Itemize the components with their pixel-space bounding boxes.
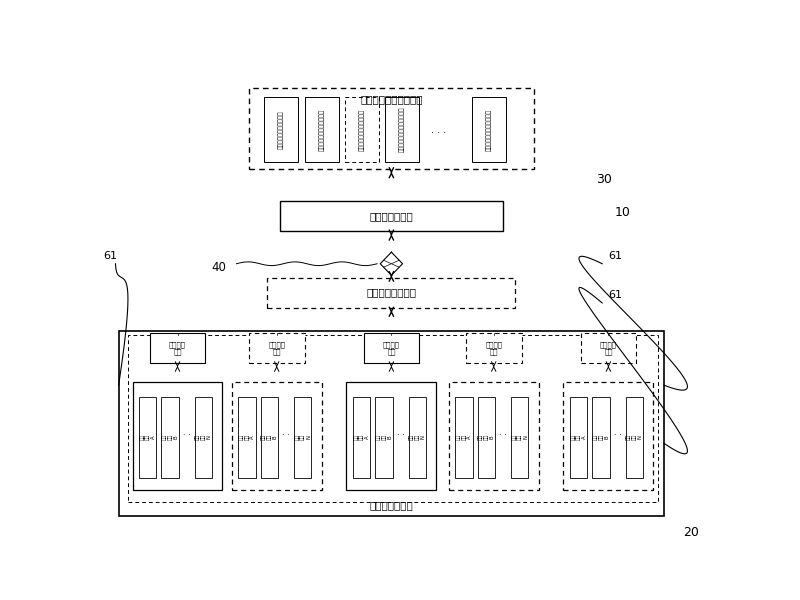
Bar bbox=[472, 97, 506, 162]
Text: 舱内
节点
B: 舱内 节点 B bbox=[261, 434, 278, 440]
Bar bbox=[195, 397, 212, 478]
Text: 40: 40 bbox=[211, 260, 226, 274]
Text: 机器房预警信息显示接口: 机器房预警信息显示接口 bbox=[278, 110, 284, 149]
Bar bbox=[345, 97, 379, 162]
Bar bbox=[346, 382, 436, 490]
Bar bbox=[294, 397, 311, 478]
Text: 舱内
节点
B: 舱内 节点 B bbox=[593, 434, 610, 440]
Text: 舱内
节点
A: 舱内 节点 A bbox=[354, 434, 370, 440]
Bar bbox=[478, 397, 495, 478]
Bar bbox=[386, 97, 419, 162]
Text: 舱内
节点
B: 舱内 节点 B bbox=[162, 434, 178, 440]
Bar bbox=[375, 397, 393, 478]
Text: 舱内
节点
N: 舱内 节点 N bbox=[626, 434, 642, 440]
Bar bbox=[455, 397, 473, 478]
Bar bbox=[133, 382, 222, 490]
Text: 节点通信
首头: 节点通信 首头 bbox=[268, 341, 285, 355]
Bar bbox=[353, 397, 370, 478]
Text: 舱内
节点
N: 舱内 节点 N bbox=[511, 434, 528, 440]
Text: 火警预警信息显示设备: 火警预警信息显示设备 bbox=[360, 94, 422, 104]
Text: 节点通信
首头: 节点通信 首头 bbox=[485, 341, 502, 355]
Text: 驾驶长室室预警信息显示接口: 驾驶长室室预警信息显示接口 bbox=[399, 107, 405, 152]
Bar bbox=[592, 397, 610, 478]
Bar bbox=[128, 335, 658, 502]
Text: 船舰上位机系统: 船舰上位机系统 bbox=[370, 211, 414, 221]
Bar bbox=[449, 382, 538, 490]
Bar bbox=[264, 97, 298, 162]
Text: 节点通信
首头: 节点通信 首头 bbox=[169, 341, 186, 355]
Text: 舱内
节点
N: 舱内 节点 N bbox=[409, 434, 426, 440]
Text: 舱内
节点
B: 舱内 节点 B bbox=[376, 434, 392, 440]
Text: 61: 61 bbox=[608, 290, 622, 301]
Text: 舱内
节点
N: 舱内 节点 N bbox=[294, 434, 311, 440]
Text: 驾驶房间预警信息显示接口: 驾驶房间预警信息显示接口 bbox=[359, 109, 365, 151]
Bar bbox=[162, 397, 178, 478]
Bar bbox=[363, 333, 419, 363]
Bar bbox=[626, 397, 643, 478]
Bar bbox=[267, 278, 515, 308]
Text: 住宿房间预警信息显示接口: 住宿房间预警信息显示接口 bbox=[486, 109, 492, 151]
Bar bbox=[581, 333, 636, 363]
Bar bbox=[466, 333, 522, 363]
Bar bbox=[305, 97, 338, 162]
Text: 节点通信
首头: 节点通信 首头 bbox=[600, 341, 617, 355]
Bar bbox=[570, 397, 587, 478]
Text: 61: 61 bbox=[103, 251, 117, 261]
Bar bbox=[150, 333, 206, 363]
Bar bbox=[249, 333, 305, 363]
Bar bbox=[280, 202, 503, 232]
Text: . . .: . . . bbox=[431, 125, 446, 135]
Text: 舱内
节点
A: 舱内 节点 A bbox=[238, 434, 255, 440]
Text: 现场监控子系统: 现场监控子系统 bbox=[370, 500, 414, 510]
Text: · ·: · · bbox=[614, 431, 622, 440]
Text: 数据初步过滤处理: 数据初步过滤处理 bbox=[366, 287, 417, 298]
Bar bbox=[511, 397, 529, 478]
Bar bbox=[139, 397, 157, 478]
Bar bbox=[261, 397, 278, 478]
Text: · ·: · · bbox=[183, 431, 190, 440]
Text: 大厂房间预警信息显示接口: 大厂房间预警信息显示接口 bbox=[319, 109, 325, 151]
Text: 节点通信
首头: 节点通信 首头 bbox=[383, 341, 400, 355]
Bar bbox=[238, 397, 256, 478]
Text: 舱内
节点
B: 舱内 节点 B bbox=[478, 434, 494, 440]
Text: · ·: · · bbox=[499, 431, 507, 440]
Text: 舱内
节点
A: 舱内 节点 A bbox=[456, 434, 472, 440]
Text: 10: 10 bbox=[614, 206, 630, 220]
Text: 30: 30 bbox=[596, 173, 612, 186]
Text: 20: 20 bbox=[683, 526, 698, 539]
Bar bbox=[563, 382, 654, 490]
Bar bbox=[232, 382, 322, 490]
Text: 61: 61 bbox=[608, 251, 622, 261]
Bar bbox=[409, 397, 426, 478]
Bar bbox=[249, 88, 534, 169]
Bar bbox=[118, 331, 664, 515]
Text: 舱内
节点
N: 舱内 节点 N bbox=[195, 434, 212, 440]
Text: · ·: · · bbox=[282, 431, 290, 440]
Text: 舱内
节点
A: 舱内 节点 A bbox=[570, 434, 587, 440]
Text: · ·: · · bbox=[397, 431, 405, 440]
Text: 舱内
节点
A: 舱内 节点 A bbox=[139, 434, 156, 440]
